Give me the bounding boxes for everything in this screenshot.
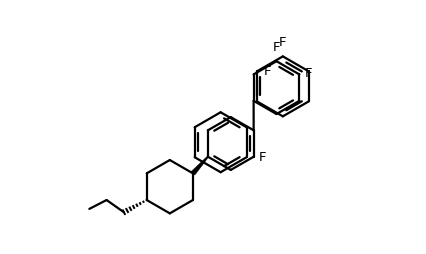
Text: F: F bbox=[273, 41, 280, 54]
Text: F: F bbox=[305, 67, 312, 80]
Text: F: F bbox=[259, 151, 267, 165]
Polygon shape bbox=[191, 156, 208, 175]
Text: F: F bbox=[279, 36, 287, 49]
Text: F: F bbox=[264, 65, 271, 78]
